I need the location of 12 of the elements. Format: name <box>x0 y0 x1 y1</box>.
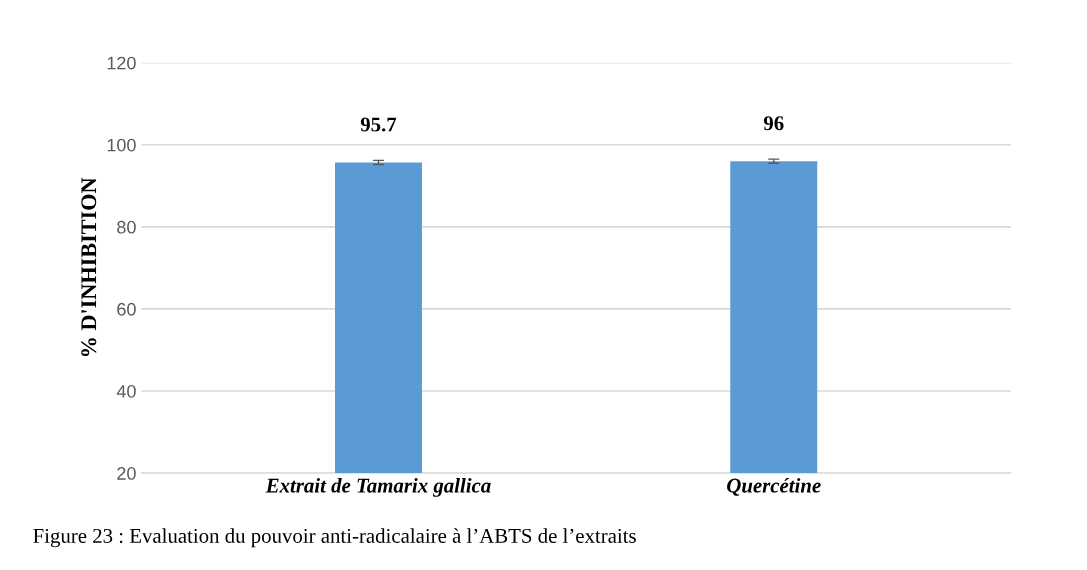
y-axis-title: % D'INHIBITION <box>81 177 97 357</box>
y-tick-label: 20 <box>117 467 136 480</box>
y-tick-label: 120 <box>107 56 136 70</box>
x-tick-label: Quercétine <box>727 477 821 496</box>
y-tick-label: 80 <box>117 220 136 234</box>
y-tick-label: 40 <box>116 384 136 398</box>
data-label: 95.7 <box>360 117 397 132</box>
x-tick-label: Extrait de Tamarix gallica <box>265 477 491 497</box>
y-tick-label: 100 <box>107 138 136 152</box>
y-tick-label: 60 <box>117 302 136 316</box>
caption: Figure 23 : Evaluation du pouvoir anti-radicalaire à l’ABTS de l’extraits <box>33 528 636 548</box>
data-label: 96 <box>763 116 784 131</box>
